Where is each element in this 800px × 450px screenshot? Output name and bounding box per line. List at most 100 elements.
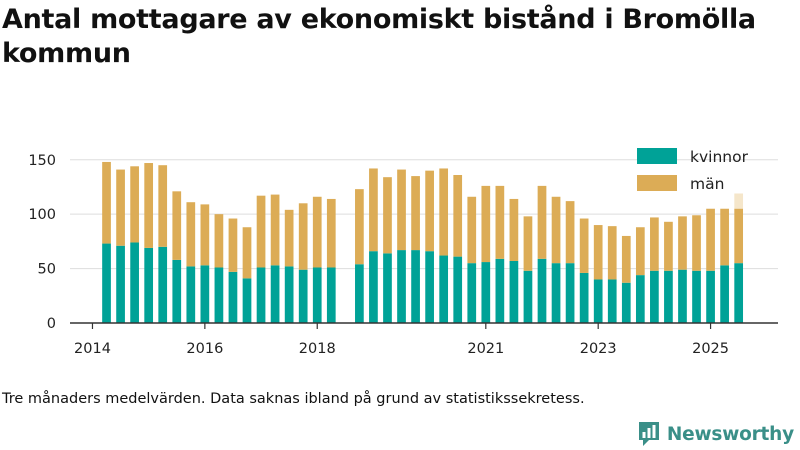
bar-kvinnor bbox=[298, 269, 308, 323]
bar-kvinnor bbox=[565, 263, 575, 323]
bar-man bbox=[523, 216, 533, 271]
bar-kvinnor bbox=[214, 267, 224, 323]
bar-kvinnor bbox=[397, 250, 406, 323]
bar-kvinnor bbox=[664, 270, 673, 323]
chart-note: Tre månaders medelvärden. Data saknas ib… bbox=[2, 391, 585, 407]
x-tick-label: 2018 bbox=[299, 341, 336, 357]
bar-man bbox=[734, 208, 744, 264]
bar-man bbox=[158, 165, 168, 247]
bar-man bbox=[439, 168, 449, 256]
y-tick-label: 100 bbox=[28, 207, 56, 223]
bar-kvinnor bbox=[678, 269, 687, 323]
bar-kvinnor bbox=[284, 266, 294, 323]
bar-kvinnor bbox=[523, 270, 533, 323]
x-tick-label: 2016 bbox=[186, 341, 223, 357]
bar-kvinnor bbox=[411, 250, 420, 323]
brand-name: Newsworthy bbox=[666, 423, 794, 445]
bar-kvinnor bbox=[650, 270, 659, 323]
bar-man bbox=[228, 218, 238, 272]
bar-kvinnor bbox=[383, 253, 392, 323]
bar-man bbox=[298, 203, 308, 270]
bar-kvinnor bbox=[509, 260, 519, 323]
bar-man bbox=[242, 227, 252, 279]
x-tick-label: 2021 bbox=[467, 341, 504, 357]
legend-swatch bbox=[637, 148, 677, 164]
bar-kvinnor bbox=[144, 247, 154, 323]
bar-segment-partial bbox=[734, 193, 744, 209]
bar-chart-speech-bubble-icon bbox=[638, 422, 659, 446]
bar-man bbox=[214, 214, 224, 268]
bar-man bbox=[425, 170, 434, 252]
bar-man bbox=[200, 204, 210, 266]
bar-kvinnor bbox=[242, 278, 252, 323]
x-tick-label: 2023 bbox=[580, 341, 617, 357]
bar-kvinnor bbox=[734, 263, 744, 323]
x-tick-label: 2025 bbox=[692, 341, 729, 357]
bar-man bbox=[453, 175, 463, 257]
bar-man bbox=[144, 163, 154, 248]
bar-man bbox=[551, 196, 561, 264]
bar-kvinnor bbox=[635, 275, 645, 323]
bar-man bbox=[411, 176, 420, 251]
bar-man bbox=[116, 169, 125, 246]
y-tick-label: 50 bbox=[38, 262, 56, 278]
bar-man bbox=[186, 202, 196, 267]
bar-man bbox=[256, 195, 266, 268]
bar-man bbox=[593, 225, 603, 280]
bar-kvinnor bbox=[692, 270, 701, 323]
bar-kvinnor bbox=[256, 267, 266, 323]
bar-man bbox=[579, 218, 589, 273]
x-tick-label: 2014 bbox=[74, 341, 111, 357]
bar-kvinnor bbox=[537, 258, 547, 323]
bar-kvinnor bbox=[720, 265, 729, 323]
bar-man bbox=[607, 226, 617, 280]
y-tick-label: 150 bbox=[28, 153, 56, 169]
bar-kvinnor bbox=[102, 243, 111, 323]
bar-man bbox=[383, 177, 392, 254]
bar-man bbox=[621, 235, 631, 283]
bar-man bbox=[355, 189, 364, 265]
bar-man bbox=[172, 191, 182, 260]
bar-man bbox=[565, 201, 575, 264]
bar-kvinnor bbox=[481, 262, 491, 323]
bar-man bbox=[692, 215, 701, 271]
bar-kvinnor bbox=[186, 266, 196, 323]
bar-kvinnor bbox=[706, 270, 715, 323]
bar-kvinnor bbox=[130, 242, 139, 323]
bar-man bbox=[650, 217, 659, 271]
chart-title: Antal mottagare av ekonomiskt bistånd i … bbox=[2, 4, 756, 69]
bar-man bbox=[481, 185, 491, 263]
bar-man bbox=[467, 196, 477, 264]
bar-kvinnor bbox=[621, 282, 631, 323]
bar-man bbox=[509, 198, 519, 261]
bar-kvinnor bbox=[439, 255, 449, 323]
bar-kvinnor bbox=[593, 279, 603, 323]
bar-kvinnor bbox=[270, 265, 280, 323]
bar-man bbox=[664, 221, 673, 271]
bar-man bbox=[326, 198, 336, 268]
brand-logo[interactable]: Newsworthy bbox=[637, 419, 794, 449]
bar-kvinnor bbox=[453, 256, 463, 323]
bar-man bbox=[130, 166, 139, 243]
bar-man bbox=[537, 185, 547, 259]
bar-kvinnor bbox=[228, 271, 238, 323]
bar-man bbox=[706, 208, 715, 271]
y-tick-label: 0 bbox=[47, 316, 56, 332]
bar-kvinnor bbox=[172, 259, 182, 323]
bar-man bbox=[635, 227, 645, 276]
bar-man bbox=[495, 185, 505, 259]
legend-label: män bbox=[690, 175, 724, 193]
bar-kvinnor bbox=[495, 258, 505, 323]
bar-kvinnor bbox=[200, 265, 210, 323]
bar-kvinnor bbox=[369, 251, 378, 323]
bar-kvinnor bbox=[312, 267, 322, 323]
bar-kvinnor bbox=[158, 246, 168, 323]
bar-kvinnor bbox=[579, 272, 589, 323]
legend-label: kvinnor bbox=[690, 148, 749, 166]
bar-kvinnor bbox=[607, 279, 617, 323]
bar-man bbox=[102, 161, 111, 244]
bar-kvinnor bbox=[551, 263, 561, 323]
bar-man bbox=[369, 168, 378, 252]
bar-man bbox=[678, 216, 687, 270]
